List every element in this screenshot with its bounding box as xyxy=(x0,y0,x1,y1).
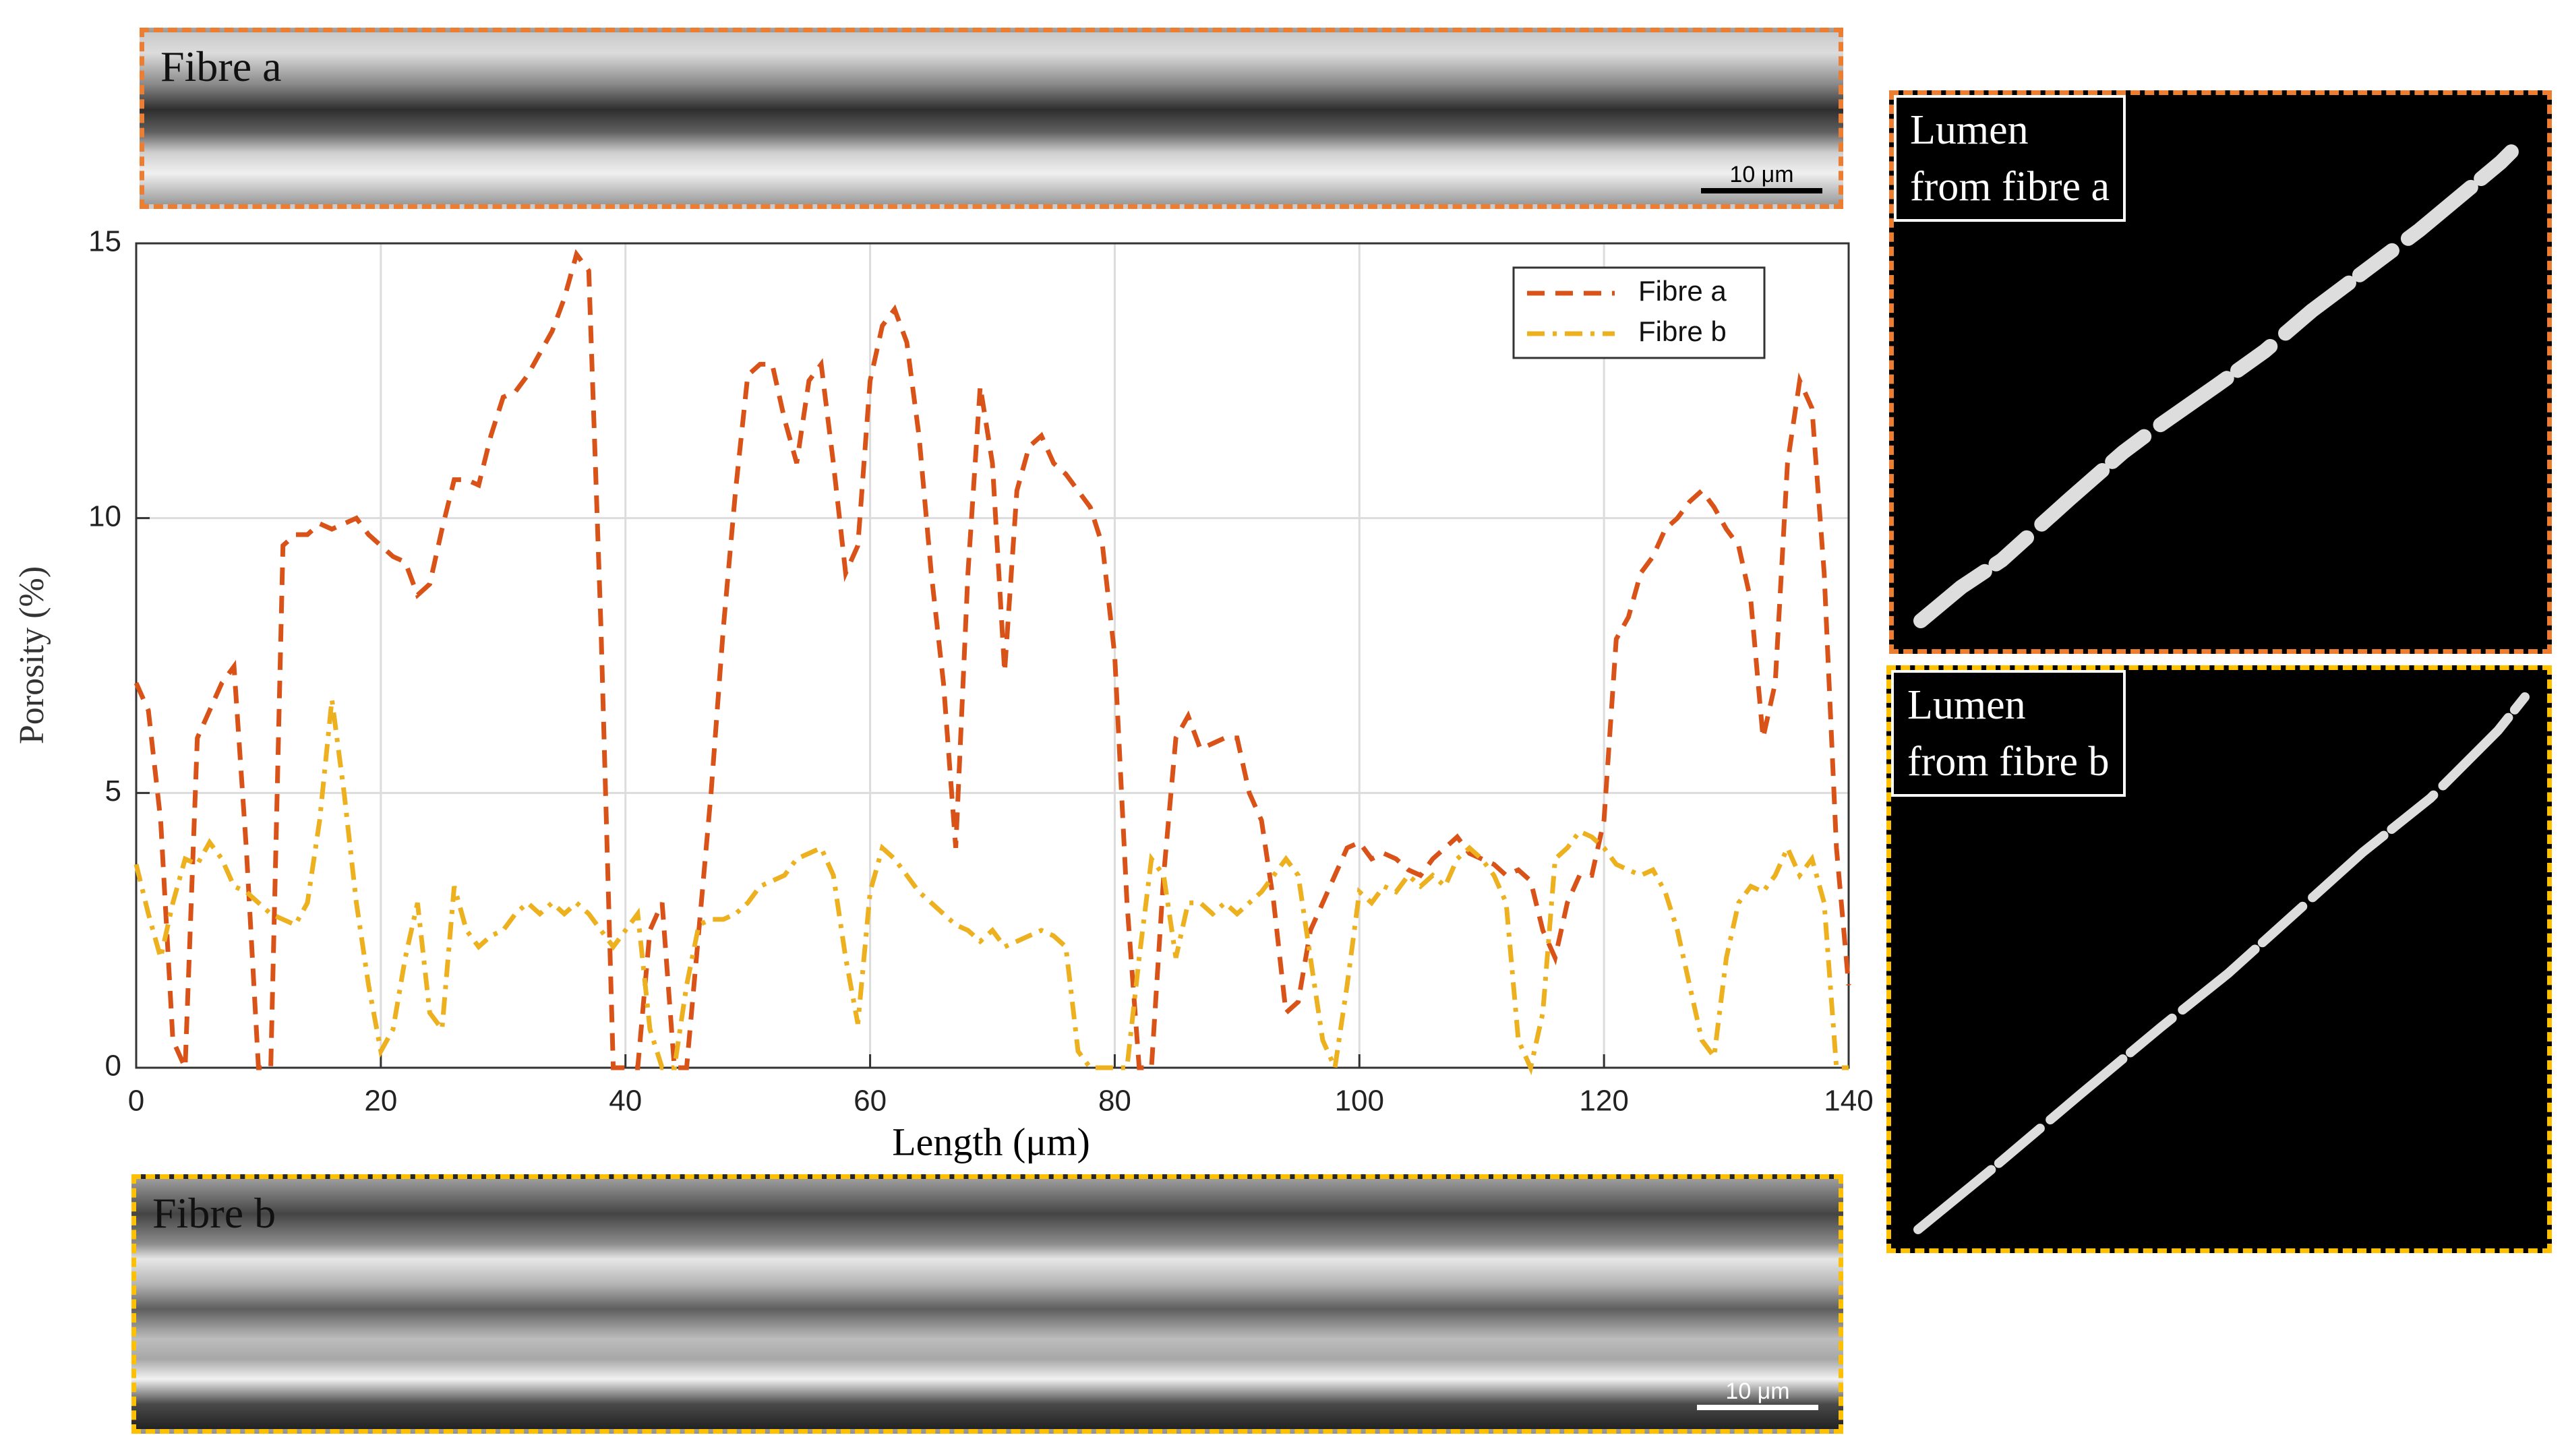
plot-frame xyxy=(135,242,1850,1069)
x-tick-label: 120 xyxy=(1579,1085,1628,1118)
x-tick-label: 20 xyxy=(364,1085,397,1118)
y-tick-label: 5 xyxy=(105,775,121,808)
micrograph-label: Fibre a xyxy=(160,42,282,90)
label-line: Lumen xyxy=(1907,682,2026,728)
lumen-trace xyxy=(1913,142,2522,628)
scale-bar-label: 10 μm xyxy=(1725,1378,1790,1404)
scale-bar-line xyxy=(1697,1405,1818,1410)
data-line xyxy=(133,249,1851,1070)
label-line: from fibre b xyxy=(1907,739,2110,785)
data-line xyxy=(133,699,1849,1076)
lumen-a: Lumen from fibre a xyxy=(1889,90,2552,654)
y-axis-label: Porosity (%) xyxy=(13,566,51,744)
legend-label: Fibre a xyxy=(1638,275,1727,307)
x-tick-label: 0 xyxy=(128,1085,144,1118)
lumen-trace xyxy=(1913,692,2530,1234)
plot-area xyxy=(136,243,1849,1068)
micrograph-b: Fibre b 10 μm xyxy=(131,1174,1843,1434)
x-axis-label: Length (μm) xyxy=(892,1120,1090,1163)
label-line: from fibre a xyxy=(1910,164,2110,210)
x-tick-label: 40 xyxy=(609,1085,642,1118)
y-tick-label: 0 xyxy=(105,1050,121,1083)
x-tick-label: 100 xyxy=(1335,1085,1384,1118)
micrograph-a: Fibre a 10 μm xyxy=(140,28,1843,209)
lumen-label: Lumen from fibre b xyxy=(1891,670,2126,797)
chart: Length (μm) Porosity (%) 0 5 10 15 0 20 40 60 80… xyxy=(13,225,1874,1164)
scale-bar-label: 10 μm xyxy=(1729,162,1794,187)
label-line: Lumen xyxy=(1910,107,2029,153)
micrograph-label: Fibre b xyxy=(152,1189,276,1237)
x-tick-label: 60 xyxy=(854,1085,887,1118)
y-tick-label: 10 xyxy=(88,499,121,533)
x-tick-label: 140 xyxy=(1824,1085,1873,1118)
scale-bar: 10 μm xyxy=(1697,1378,1818,1410)
legend-label: Fibre b xyxy=(1638,315,1727,347)
x-tick-label: 80 xyxy=(1098,1085,1131,1118)
y-tick-label: 15 xyxy=(88,225,121,258)
lumen-label: Lumen from fibre a xyxy=(1894,95,2126,222)
scale-bar-line xyxy=(1701,188,1822,193)
scale-bar: 10 μm xyxy=(1701,162,1822,193)
lumen-b: Lumen from fibre b xyxy=(1886,665,2552,1253)
legend-box xyxy=(1512,266,1766,359)
